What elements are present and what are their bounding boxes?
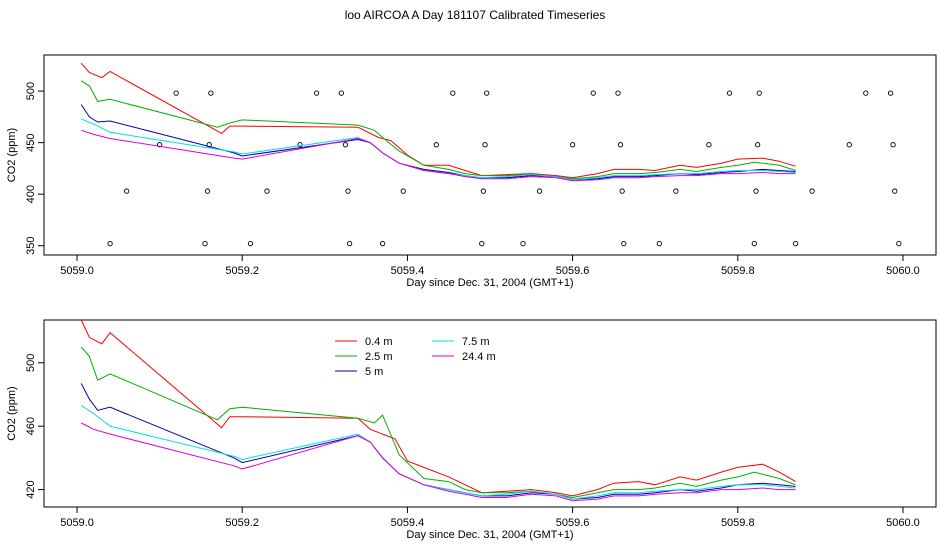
scatter-point xyxy=(480,188,487,194)
x-tick-label: 5059.2 xyxy=(225,517,259,529)
scatter-point xyxy=(754,142,761,148)
scatter-point xyxy=(673,188,679,194)
x-tick-label: 5059.6 xyxy=(556,265,590,277)
scatter-point xyxy=(890,142,896,148)
scatter-point xyxy=(809,188,815,194)
x-tick-label: 5060.0 xyxy=(886,265,920,277)
series-line-0 xyxy=(80,319,796,497)
x-tick-label: 5059.4 xyxy=(391,265,425,277)
y-tick-label: 420 xyxy=(25,480,37,498)
series-line-4 xyxy=(81,129,796,182)
scatter-point xyxy=(617,142,624,148)
scatter-point xyxy=(896,241,902,247)
scatter-point xyxy=(656,241,662,247)
scatter-point xyxy=(400,188,406,194)
plot-frame xyxy=(43,319,937,508)
bottom-plot: 5059.0 5059.2 5059.4 5059.6 5059.8 5060.0 420 4… xyxy=(6,319,937,541)
legend: 0.4 m 2.5 m 5 m 7.5 m 24.4 m xyxy=(335,336,496,378)
scatter-point xyxy=(173,90,179,96)
x-tick-label: 5060.0 xyxy=(886,517,920,529)
scatter-point xyxy=(379,241,386,247)
scatter-point xyxy=(569,142,576,148)
scatter-point xyxy=(156,142,163,148)
legend-label: 24.4 m xyxy=(462,351,496,363)
y-tick-label: 460 xyxy=(25,417,37,435)
scatter-point xyxy=(619,188,625,194)
scatter-point xyxy=(482,142,488,148)
series-line-3 xyxy=(81,118,796,181)
y-tick-label: 350 xyxy=(25,237,37,255)
scatter-point xyxy=(297,142,303,148)
scatter-point xyxy=(208,90,214,96)
scatter-point xyxy=(536,188,543,194)
series-line-4 xyxy=(80,422,796,502)
x-tick-label: 5059.2 xyxy=(225,265,259,277)
y-axis-label: CO2 (ppm) xyxy=(6,386,18,440)
page-title: loo AIRCOA A Day 181107 Calibrated Times… xyxy=(344,8,606,22)
x-tick-label: 5059.8 xyxy=(721,517,755,529)
scatter-point xyxy=(846,142,852,148)
scatter-point xyxy=(863,90,869,96)
scatter-point xyxy=(247,241,254,247)
scatter-point xyxy=(887,90,894,96)
series-line-3 xyxy=(80,405,796,500)
scatter-point xyxy=(107,241,113,247)
scatter-point xyxy=(313,90,320,96)
scatter-point xyxy=(590,90,596,96)
plot-frame xyxy=(43,54,937,256)
series-line-1 xyxy=(80,80,796,180)
scatter-point xyxy=(338,90,344,96)
legend-label: 2.5 m xyxy=(365,351,393,363)
scatter-point xyxy=(345,188,351,194)
x-tick-label: 5059.4 xyxy=(391,517,425,529)
legend-label: 5 m xyxy=(365,366,383,378)
legend-label: 0.4 m xyxy=(365,336,393,348)
series-line-2 xyxy=(80,104,796,181)
scatter-point xyxy=(726,90,733,96)
scatter-point xyxy=(202,241,208,247)
series-line-1 xyxy=(80,346,796,499)
scatter-point xyxy=(204,188,211,194)
legend-label: 7.5 m xyxy=(462,336,490,348)
series-line-2 xyxy=(80,383,796,500)
scatter-point xyxy=(433,142,439,148)
scatter-point xyxy=(756,90,762,96)
scatter-point xyxy=(753,188,759,194)
x-axis-label: Day since Dec. 31, 2004 (GMT+1) xyxy=(406,529,573,541)
scatter-point xyxy=(450,90,456,96)
scatter-point xyxy=(479,241,485,247)
scatter-point xyxy=(792,241,799,247)
scatter-point xyxy=(123,188,130,194)
x-tick-label: 5059.8 xyxy=(721,265,755,277)
scatter-point xyxy=(751,241,757,247)
x-tick-label: 5059.6 xyxy=(556,517,590,529)
scatter-point xyxy=(484,90,490,96)
scatter-point xyxy=(615,90,621,96)
y-tick-label: 500 xyxy=(25,354,37,372)
y-axis-label: CO2 (ppm) xyxy=(6,128,18,182)
scatter-point xyxy=(342,142,349,148)
scatter-point xyxy=(264,188,270,194)
y-tick-label: 500 xyxy=(25,82,37,100)
x-axis-label: Day since Dec. 31, 2004 (GMT+1) xyxy=(406,277,573,289)
top-plot: 5059.0 5059.2 5059.4 5059.6 5059.8 5060.0 350 4… xyxy=(6,54,937,289)
x-tick-label: 5059.0 xyxy=(60,517,94,529)
y-tick-label: 450 xyxy=(25,133,37,151)
x-tick-label: 5059.0 xyxy=(60,265,94,277)
scatter-point xyxy=(520,241,526,247)
scatter-point xyxy=(706,142,712,148)
scatter-point xyxy=(621,241,627,247)
series-line-0 xyxy=(80,62,796,179)
scatter-point xyxy=(346,241,353,247)
scatter-point xyxy=(892,188,898,194)
y-tick-label: 400 xyxy=(25,185,37,203)
